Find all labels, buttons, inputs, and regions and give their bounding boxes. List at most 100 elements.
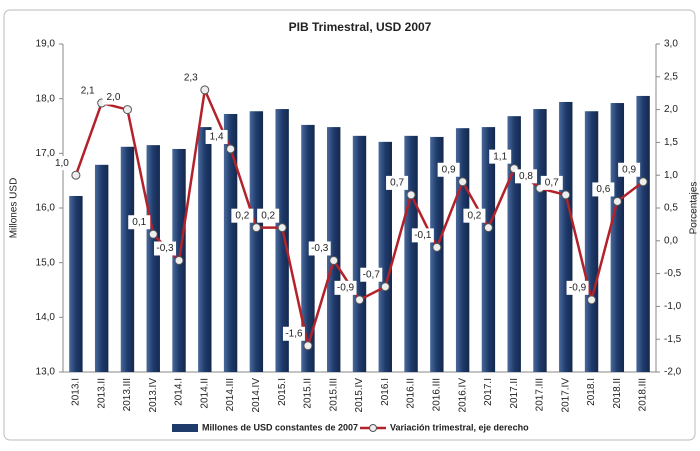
line-point xyxy=(432,242,442,252)
data-label: 1,0 xyxy=(55,158,69,169)
x-tick-label: 2013.III xyxy=(122,378,133,411)
bar xyxy=(146,145,160,372)
data-label-box xyxy=(50,156,73,171)
data-label: 0,8 xyxy=(519,171,533,182)
data-label-box xyxy=(257,208,280,223)
data-label: 0,9 xyxy=(622,164,636,175)
x-tick-label: 2014.II xyxy=(199,378,210,409)
bar xyxy=(94,164,109,372)
y-tick-label: 14,0 xyxy=(36,312,56,323)
data-label-box xyxy=(308,241,331,256)
bar xyxy=(584,111,599,373)
line-point xyxy=(71,170,81,180)
bar xyxy=(636,95,650,372)
y2-tick-label: -1,0 xyxy=(664,301,682,312)
y-tick-label: 18,0 xyxy=(36,93,56,104)
bar xyxy=(533,109,547,372)
x-tick-label: 2017.III xyxy=(535,378,546,411)
x-tick-label: 2016.I xyxy=(380,378,391,406)
x-tick-label: 2017.I xyxy=(483,378,494,406)
bar xyxy=(69,195,83,372)
data-label-box xyxy=(437,162,460,177)
y-axis-label: Millones USD xyxy=(9,178,20,239)
y2-tick-label: 0,0 xyxy=(664,235,678,246)
line-point xyxy=(200,85,210,95)
x-tick-label: 2017.II xyxy=(509,378,520,409)
bar xyxy=(249,111,264,373)
y2-tick-label: 1,0 xyxy=(664,170,678,181)
line-point xyxy=(561,190,571,200)
line-point xyxy=(226,144,236,154)
data-label: 0,1 xyxy=(132,217,146,228)
data-label: 2,0 xyxy=(107,92,121,103)
data-label: -0,9 xyxy=(337,282,355,293)
data-label: -0,3 xyxy=(311,243,329,254)
data-label-box xyxy=(128,215,151,230)
bar xyxy=(120,146,135,372)
bar xyxy=(327,127,341,373)
data-label-box xyxy=(540,175,563,190)
line-point xyxy=(122,105,132,115)
x-tick-label: 2014.IV xyxy=(251,378,262,413)
data-label: -0,3 xyxy=(156,243,174,254)
bar xyxy=(559,101,573,373)
data-label-box xyxy=(566,280,589,295)
x-tick-label: 2018.II xyxy=(612,378,623,409)
line-point xyxy=(148,229,158,239)
data-label-box xyxy=(154,241,177,256)
data-label-box xyxy=(231,208,254,223)
line-point xyxy=(638,177,648,187)
x-tick-label: 2015.III xyxy=(328,378,339,411)
y2-tick-label: -2,0 xyxy=(664,367,682,378)
data-label-box xyxy=(386,175,409,190)
x-tick-label: 2016.IV xyxy=(457,378,468,413)
x-tick-label: 2016.II xyxy=(406,378,417,409)
line-point xyxy=(380,282,390,292)
data-label-box xyxy=(282,326,305,341)
data-label-box xyxy=(411,228,434,243)
data-label: 0,7 xyxy=(545,178,559,189)
y-tick-label: 17,0 xyxy=(36,148,56,159)
x-tick-label: 2014.III xyxy=(225,378,236,411)
y2-tick-label: 2,0 xyxy=(664,104,678,115)
data-label-box xyxy=(334,280,357,295)
data-label: 2,3 xyxy=(184,73,198,84)
bar xyxy=(352,135,367,372)
legend-swatch xyxy=(172,424,198,432)
x-tick-label: 2016.III xyxy=(431,378,442,411)
line-point xyxy=(612,196,622,206)
bar xyxy=(430,136,444,372)
y-tick-label: 15,0 xyxy=(36,257,56,268)
data-label-box xyxy=(205,129,228,144)
data-label-box xyxy=(76,84,99,99)
data-label: -0,7 xyxy=(363,269,381,280)
data-label: -1,6 xyxy=(285,328,303,339)
x-tick-label: 2018.I xyxy=(586,378,597,406)
data-label: 2,1 xyxy=(81,86,95,97)
line-point xyxy=(587,295,597,305)
line-point xyxy=(174,255,184,265)
x-tick-label: 2015.IV xyxy=(354,378,365,413)
bar xyxy=(404,135,418,372)
bar xyxy=(378,141,392,372)
data-label: 0,6 xyxy=(596,184,610,195)
bar xyxy=(610,103,625,372)
y2-tick-label: 0,5 xyxy=(664,203,678,214)
bar xyxy=(223,113,238,373)
line-point xyxy=(303,341,313,351)
y2-tick-label: -0,5 xyxy=(664,268,682,279)
data-label-box xyxy=(102,90,125,105)
x-tick-label: 2013.II xyxy=(96,378,107,409)
data-label-box xyxy=(592,182,615,197)
line-point xyxy=(483,223,493,233)
y-tick-label: 16,0 xyxy=(36,203,56,214)
data-label: 0,9 xyxy=(442,164,456,175)
data-label-box xyxy=(179,70,202,85)
line-point xyxy=(355,295,364,305)
legend-swatch xyxy=(369,424,377,432)
y2-tick-label: 1,5 xyxy=(664,137,678,148)
y-tick-label: 13,0 xyxy=(36,367,56,378)
data-label-box xyxy=(618,162,641,177)
x-tick-label: 2013.I xyxy=(71,378,82,406)
